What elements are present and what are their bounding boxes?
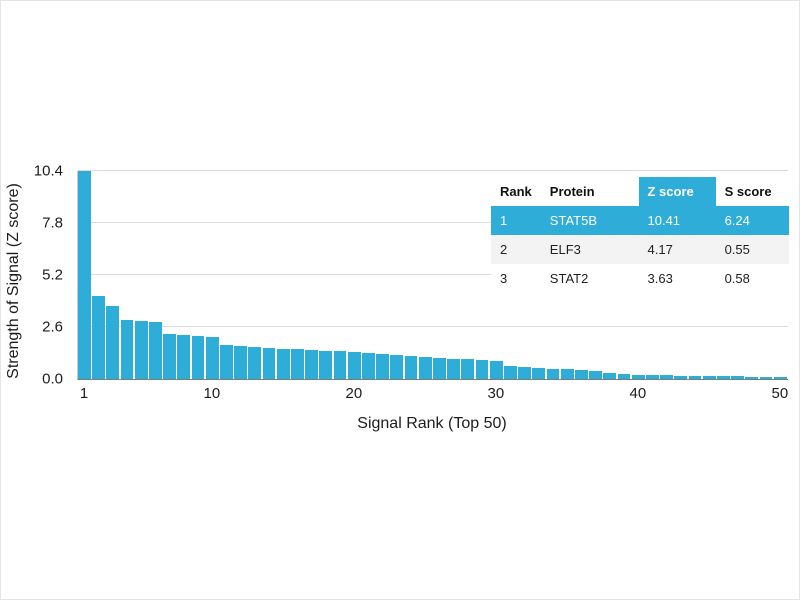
table-cell: 4.17 [638, 235, 716, 264]
table-cell: 10.41 [638, 206, 716, 235]
bar-rank-18 [319, 350, 333, 379]
y-tick-label: 5.2 [42, 266, 63, 284]
bar-rank-35 [560, 369, 574, 379]
table-body: 1 STAT5B 10.41 6.24 2 ELF3 4.17 0.55 3 STAT2 3.63 0… [491, 206, 789, 293]
bar-rank-34 [546, 368, 560, 379]
table-cell: 0.58 [724, 271, 750, 286]
bar-rank-19 [333, 351, 347, 379]
y-tick-label: 2.6 [42, 318, 63, 336]
bar-rank-26 [433, 358, 446, 379]
bar-rank-42 [660, 375, 674, 379]
bar-rank-6 [149, 322, 162, 379]
bar-rank-8 [177, 335, 191, 379]
bar-rank-12 [234, 346, 248, 379]
bar-rank-9 [191, 336, 205, 379]
table-header: Rank Protein Z score S score [491, 177, 789, 206]
bar-rank-29 [475, 360, 489, 379]
x-tick-label: 20 [345, 385, 363, 402]
table-header-cell: Protein [540, 177, 639, 206]
table-header-cell: Rank [491, 177, 541, 206]
x-tick-label: 50 [771, 385, 789, 402]
x-tick-label: 1 [79, 385, 89, 402]
bar-rank-11 [220, 345, 233, 379]
bar-rank-43 [674, 375, 688, 379]
bar-rank-32 [518, 367, 532, 379]
y-axis-tick-labels: 0.0 2.6 5.2 7.8 10.4 [1, 163, 73, 388]
bar-rank-10 [205, 337, 219, 379]
bar-rank-46 [717, 376, 730, 379]
table-header-row: Rank Protein Z score S score [491, 177, 789, 206]
table-header-cell: S score [715, 177, 789, 206]
table-row: 3 STAT2 3.63 0.58 [491, 264, 789, 293]
x-tick-label: 40 [629, 385, 647, 402]
table-cell: STAT2 [549, 271, 589, 286]
table-cell: 3.63 [647, 271, 673, 286]
bar-rank-17 [305, 350, 319, 379]
bar-rank-23 [390, 355, 404, 379]
bar-rank-36 [575, 370, 588, 379]
bar-rank-20 [347, 352, 361, 379]
bar-rank-44 [688, 375, 702, 379]
x-tick-label: 30 [487, 385, 505, 402]
bar-rank-38 [603, 373, 617, 379]
bar-rank-49 [759, 376, 773, 379]
table-header-cell: Z score [638, 177, 716, 206]
gridline [78, 170, 788, 171]
plot-area [77, 170, 788, 380]
gridline [78, 326, 788, 327]
bar-rank-37 [589, 371, 603, 379]
x-tick-label: 10 [203, 385, 221, 402]
bar-rank-30 [489, 361, 503, 379]
bar-rank-25 [418, 357, 432, 379]
y-tick-label: 0.0 [42, 370, 63, 388]
bar-rank-21 [362, 353, 375, 379]
bar-rank-48 [745, 376, 759, 379]
table-cell: 3 [500, 271, 508, 286]
bar-rank-39 [617, 374, 631, 379]
bar-rank-27 [447, 359, 461, 379]
y-tick-label: 10.4 [33, 162, 63, 180]
bar-rank-3 [106, 306, 120, 379]
table-cell: 6.24 [715, 206, 789, 235]
gridline [78, 222, 788, 223]
bar-rank-14 [262, 348, 276, 379]
bar-rank-50 [773, 377, 787, 379]
table-cell: 2 [491, 235, 541, 264]
bar-rank-33 [532, 368, 546, 379]
x-axis-tick-labels: 1 10 20 30 40 50 [77, 385, 789, 405]
bar-rank-22 [376, 354, 390, 379]
bar-rank-2 [92, 295, 106, 379]
x-axis-label: Signal Rank (Top 50) [357, 415, 507, 432]
y-tick-label: 7.8 [42, 214, 63, 232]
table-row: 2 ELF3 4.17 0.55 [491, 235, 789, 264]
bar-rank-15 [276, 349, 290, 379]
bar-rank-41 [646, 375, 659, 379]
bar-rank-28 [461, 359, 475, 379]
table-cell: 0.55 [715, 235, 789, 264]
bar-rank-4 [120, 320, 134, 379]
bar-rank-1 [78, 171, 91, 379]
table-row: 1 STAT5B 10.41 6.24 [491, 206, 789, 235]
bar-rank-31 [504, 366, 517, 379]
bar-rank-16 [291, 349, 304, 379]
table-cell: ELF3 [540, 235, 639, 264]
bar-rank-24 [404, 356, 418, 379]
bar-rank-5 [134, 321, 148, 379]
bar-rank-47 [731, 376, 745, 379]
bar-rank-40 [631, 374, 645, 379]
top-proteins-table: Rank Protein Z score S score 1 STAT5B 10.41 6.… [491, 177, 789, 293]
bar-rank-13 [248, 347, 262, 379]
gridline [78, 274, 788, 275]
table-cell: STAT5B [540, 206, 639, 235]
bar-rank-45 [702, 376, 716, 379]
table-cell: 1 [491, 206, 541, 235]
bar-rank-7 [163, 334, 177, 379]
